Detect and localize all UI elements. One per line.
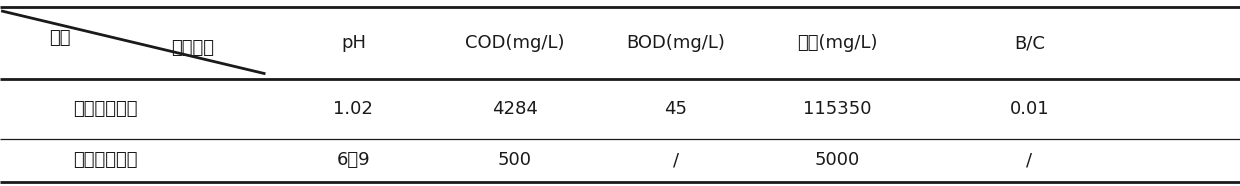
Text: 1.02: 1.02 (334, 100, 373, 118)
Text: COD(mg/L): COD(mg/L) (465, 34, 564, 52)
Text: /: / (673, 151, 678, 169)
Text: 噘草鄹原废水: 噘草鄹原废水 (73, 100, 138, 118)
Text: 全盐(mg/L): 全盐(mg/L) (797, 34, 877, 52)
Text: /: / (1027, 151, 1032, 169)
Text: B/C: B/C (1014, 34, 1044, 52)
Text: BOD(mg/L): BOD(mg/L) (626, 34, 725, 52)
Text: 115350: 115350 (802, 100, 872, 118)
Text: 水质指标: 水质指标 (171, 39, 213, 57)
Text: 0.01: 0.01 (1009, 100, 1049, 118)
Text: 500: 500 (497, 151, 532, 169)
Text: 5000: 5000 (815, 151, 859, 169)
Text: pH: pH (341, 34, 366, 52)
Text: 园区接管标准: 园区接管标准 (73, 151, 138, 169)
Text: 4284: 4284 (492, 100, 537, 118)
Text: 6～9: 6～9 (336, 151, 371, 169)
Text: 种类: 种类 (48, 29, 71, 47)
Text: 45: 45 (665, 100, 687, 118)
